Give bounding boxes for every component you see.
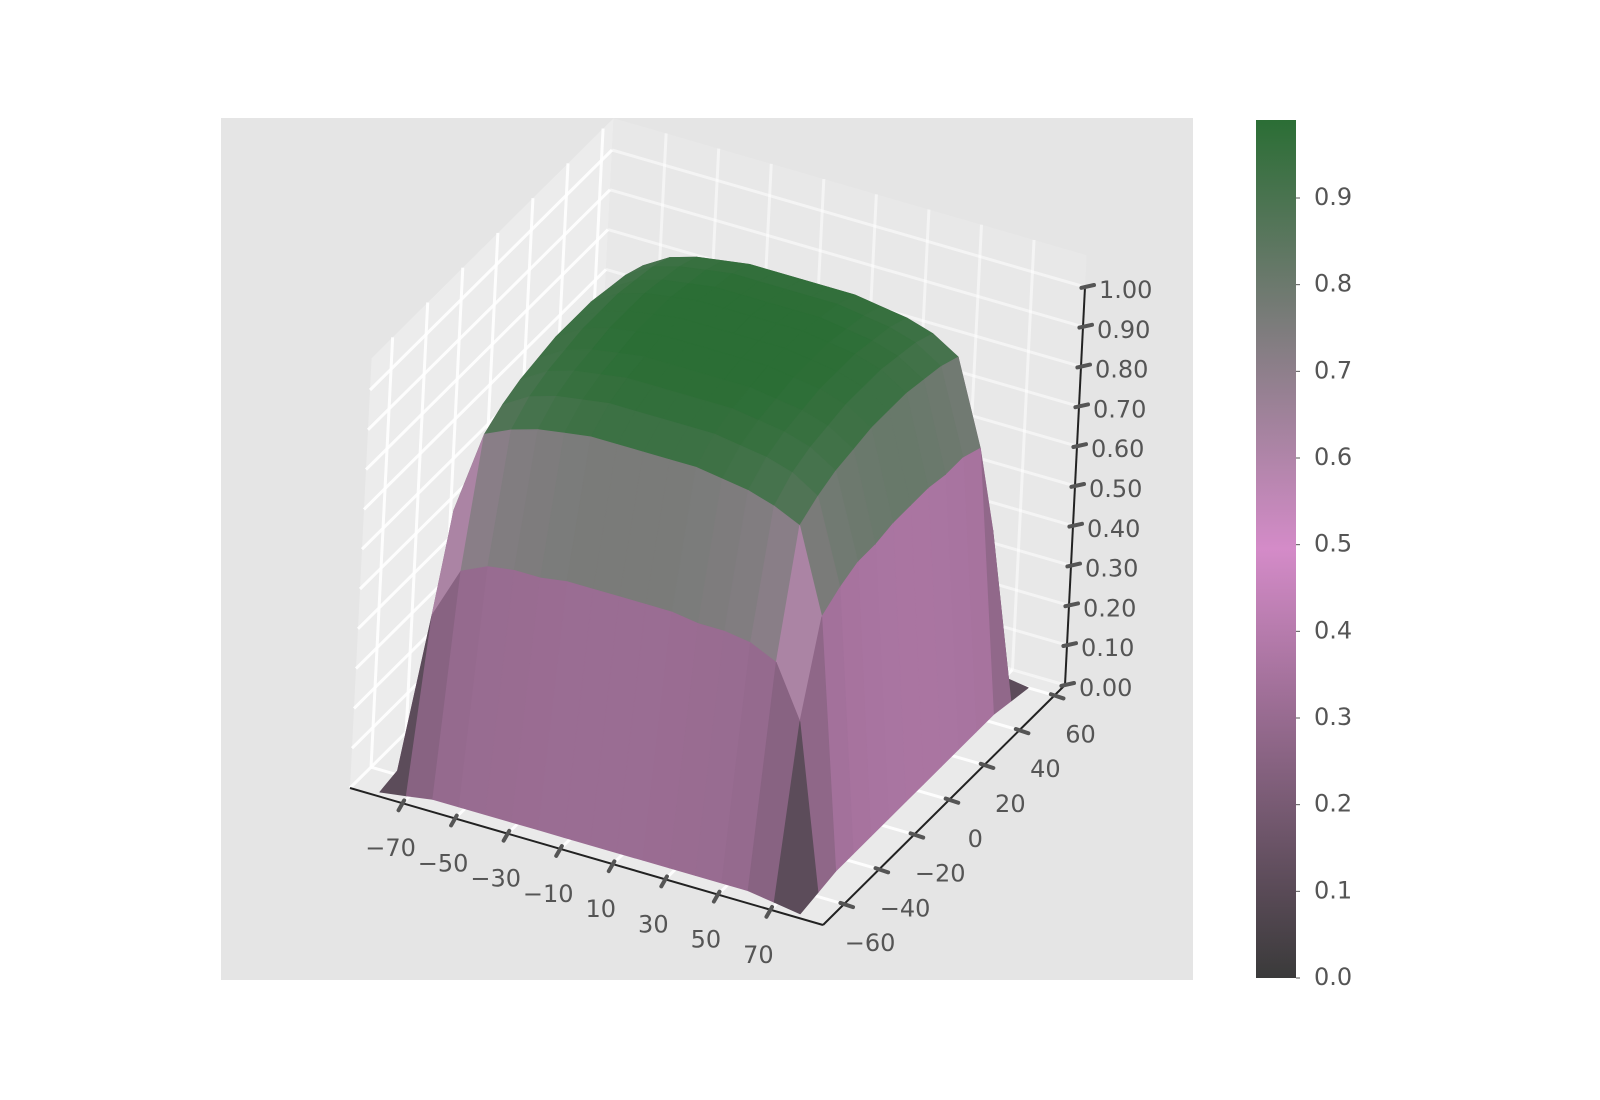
- tick-mark: [1065, 561, 1082, 569]
- grid-line: [364, 228, 610, 471]
- tick-mark: [1073, 402, 1090, 410]
- z-tick-label: 0.90: [1097, 316, 1150, 344]
- y-tick-label: −20: [915, 860, 966, 888]
- x-tick-label: 10: [586, 895, 617, 923]
- tick-mark: [396, 798, 407, 813]
- z-tick-label: 0.10: [1081, 634, 1134, 662]
- tick-mark: [606, 859, 617, 874]
- tick-mark: [873, 866, 891, 875]
- colorbar-tick-label: 0.8: [1314, 270, 1352, 298]
- x-tick-label: 50: [691, 926, 722, 954]
- tick-mark: [1059, 681, 1076, 688]
- colorbar-tick-label: 0.1: [1314, 876, 1352, 904]
- grid-line: [611, 148, 1086, 289]
- tick-mark: [1075, 362, 1092, 370]
- tick-mark: [1013, 727, 1031, 736]
- z-tick-label: 0.50: [1089, 475, 1142, 503]
- x-tick-label: −10: [523, 880, 574, 908]
- tick-mark: [554, 844, 564, 858]
- z-tick-label: 0.30: [1085, 555, 1138, 583]
- tick-mark: [1077, 322, 1094, 330]
- z-tick-label: 1.00: [1099, 276, 1152, 304]
- colorbar: [1256, 120, 1296, 978]
- tick-mark: [978, 761, 996, 770]
- tick-mark: [1069, 482, 1086, 489]
- tick-mark: [1071, 442, 1088, 449]
- tick-mark: [711, 889, 722, 904]
- y-tick-label: 60: [1065, 720, 1096, 748]
- colorbar-tick-label: 0.4: [1314, 616, 1352, 644]
- tick-mark: [1067, 521, 1084, 529]
- y-tick-label: −40: [880, 894, 931, 922]
- x-tick-label: −30: [470, 865, 521, 893]
- y-axis-line: [822, 684, 1066, 926]
- x-axis-line: [349, 787, 824, 926]
- z-tick-label: 0.60: [1091, 435, 1144, 463]
- x-tick-label: −70: [365, 834, 416, 862]
- z-tick-label: 0.70: [1093, 395, 1146, 423]
- tick-mark: [838, 900, 856, 910]
- z-tick-label: 0.80: [1095, 356, 1148, 384]
- grid-line: [609, 188, 1084, 329]
- x-tick-label: 70: [743, 941, 774, 969]
- colorbar-tick-label: 0.0: [1314, 963, 1352, 991]
- colorbar-tick-label: 0.5: [1314, 530, 1352, 558]
- tick-mark: [1079, 283, 1096, 290]
- colorbar-tick-label: 0.7: [1314, 356, 1352, 384]
- grid-line: [368, 148, 614, 392]
- tick-mark: [1048, 692, 1066, 701]
- tick-mark: [908, 831, 926, 840]
- tick-mark: [449, 813, 459, 828]
- y-tick-label: 40: [1030, 755, 1061, 783]
- tick-mark: [943, 796, 961, 805]
- z-tick-label: 0.00: [1079, 674, 1132, 702]
- grid-line: [362, 268, 608, 511]
- z-tick-label: 0.40: [1087, 515, 1140, 543]
- colorbar-tick-label: 0.2: [1314, 790, 1352, 818]
- x-tick-label: 30: [638, 910, 669, 938]
- z-tick-label: 0.20: [1083, 594, 1136, 622]
- tick-mark: [764, 904, 775, 919]
- tick-mark: [501, 828, 512, 843]
- tick-mark: [1063, 601, 1080, 609]
- tick-mark: [659, 874, 669, 889]
- colorbar-tick-label: 0.6: [1314, 443, 1352, 471]
- colorbar-tick-label: 0.9: [1314, 183, 1352, 211]
- y-tick-label: 20: [995, 790, 1026, 818]
- tick-mark: [1061, 641, 1078, 648]
- surface-patch: [773, 721, 819, 915]
- grid-line: [366, 188, 612, 431]
- y-tick-label: 0: [968, 825, 983, 853]
- colorbar-tick-label: 0.3: [1314, 703, 1352, 731]
- y-tick-label: −60: [845, 929, 896, 957]
- x-tick-label: −50: [418, 849, 469, 877]
